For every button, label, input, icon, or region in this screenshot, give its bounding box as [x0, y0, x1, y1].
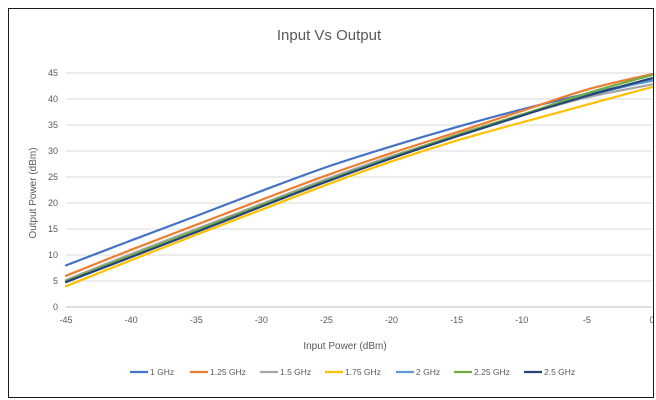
legend-label: 2.5 GHz	[544, 367, 575, 377]
x-tick-label: -5	[583, 315, 591, 325]
legend-label: 2.25 GHz	[474, 367, 510, 377]
chart-title: Input Vs Output	[277, 27, 382, 44]
tick-labels: 0 5 10 15 20 25 30 35 40 45 -45 -40 -35 -30 -25 -20 -15 -…	[48, 68, 653, 325]
x-tick-label: -20	[385, 315, 398, 325]
x-tick-label: -45	[59, 315, 72, 325]
legend: 1 GHz 1.25 GHz 1.5 GHz 1.75 GHz 2 GHz 2.25 GH…	[130, 367, 575, 377]
y-tick-label: 35	[48, 120, 58, 130]
y-tick-label: 0	[53, 302, 58, 312]
x-tick-label: -40	[125, 315, 138, 325]
y-tick-label: 20	[48, 198, 58, 208]
input-vs-output-chart: 0 5 10 15 20 25 30 35 40 45 -45 -40 -35 -30 -25 -20 -15 -…	[28, 27, 653, 377]
x-tick-label: -15	[450, 315, 463, 325]
series-line-2_5-ghz	[64, 77, 653, 284]
x-tick-label: -10	[515, 315, 528, 325]
series-lines	[64, 72, 653, 288]
y-tick-label: 25	[48, 172, 58, 182]
x-tick-label: -35	[190, 315, 203, 325]
legend-label: 1 GHz	[150, 367, 174, 377]
legend-label: 1.25 GHz	[210, 367, 246, 377]
y-tick-label: 5	[53, 276, 58, 286]
x-tick-label: 0	[649, 315, 653, 325]
legend-label: 2 GHz	[416, 367, 440, 377]
series-line-1_75-ghz	[64, 85, 653, 288]
y-tick-label: 10	[48, 250, 58, 260]
x-tick-label: -25	[320, 315, 333, 325]
legend-item: 1.25 GHz	[190, 367, 246, 377]
series-line-1-ghz	[64, 79, 653, 267]
legend-label: 1.5 GHz	[280, 367, 311, 377]
chart-frame: 0 5 10 15 20 25 30 35 40 45 -45 -40 -35 -30 -25 -20 -15 -…	[8, 8, 654, 398]
legend-label: 1.75 GHz	[345, 367, 381, 377]
y-tick-label: 40	[48, 94, 58, 104]
x-tick-label: -30	[255, 315, 268, 325]
legend-item: 1.75 GHz	[325, 367, 381, 377]
y-tick-label: 30	[48, 146, 58, 156]
y-axis-label: Output Power (dBm)	[28, 147, 39, 238]
legend-item: 2 GHz	[396, 367, 440, 377]
legend-item: 2.5 GHz	[524, 367, 575, 377]
legend-item: 2.25 GHz	[454, 367, 510, 377]
x-axis-label: Input Power (dBm)	[303, 341, 386, 352]
y-tick-label: 45	[48, 68, 58, 78]
legend-item: 1 GHz	[130, 367, 174, 377]
y-tick-label: 15	[48, 224, 58, 234]
series-line-1_25-ghz	[64, 72, 653, 277]
legend-item: 1.5 GHz	[260, 367, 311, 377]
